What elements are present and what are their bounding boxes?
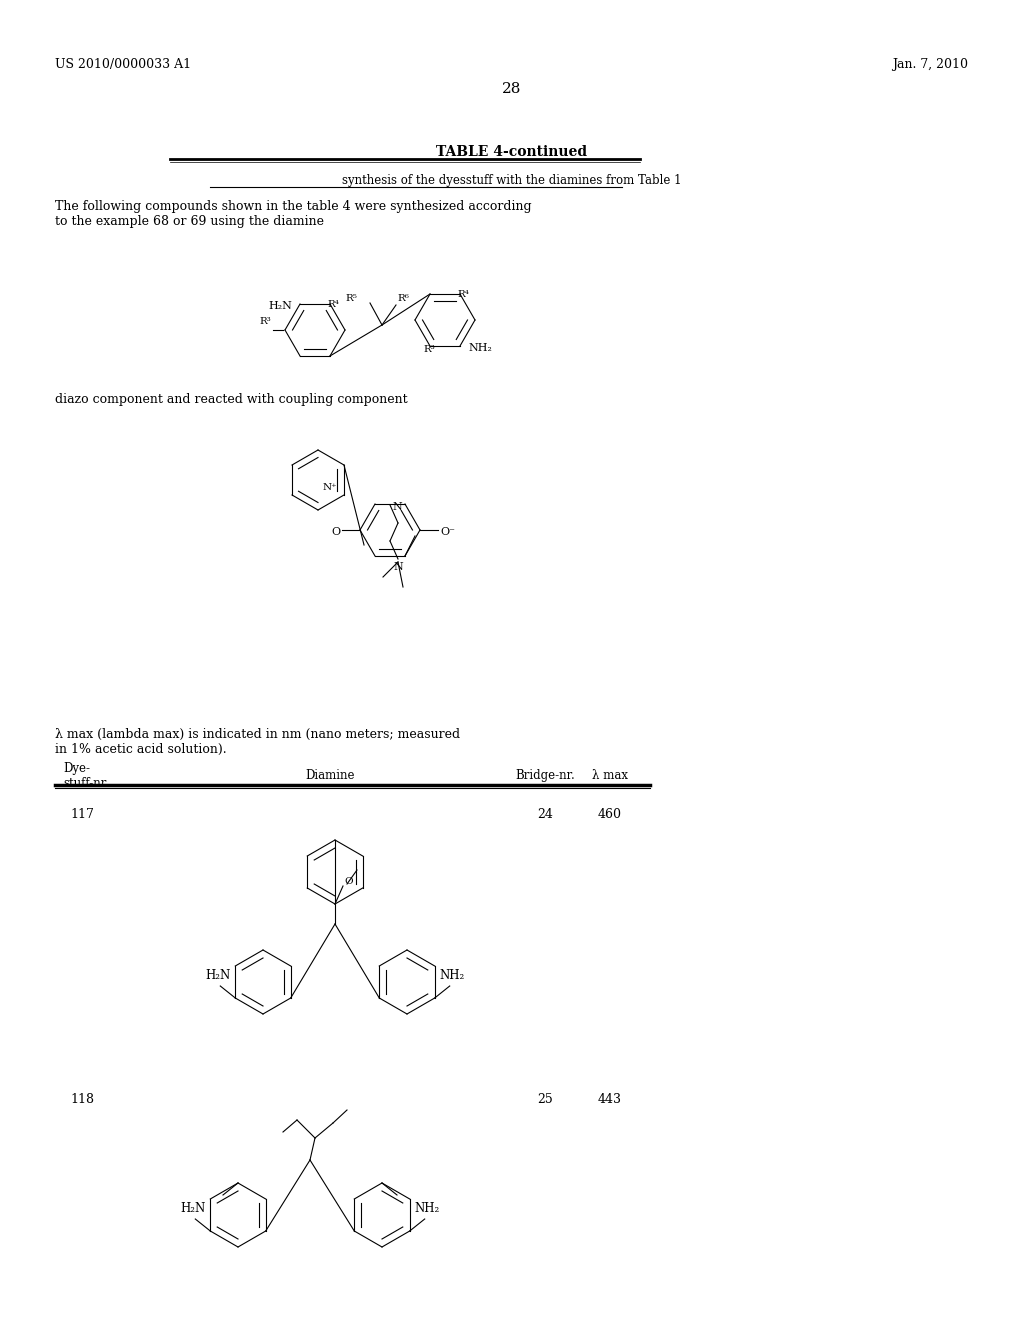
Text: R⁴: R⁴ — [457, 289, 469, 298]
Text: R³: R³ — [259, 317, 271, 326]
Text: λ max (lambda max) is indicated in nm (nano meters; measured
in 1% acetic acid s: λ max (lambda max) is indicated in nm (n… — [55, 729, 460, 756]
Text: O: O — [344, 876, 352, 886]
Text: O⁻: O⁻ — [440, 527, 455, 537]
Text: N⁺: N⁺ — [323, 483, 338, 492]
Text: 443: 443 — [598, 1093, 622, 1106]
Text: Jan. 7, 2010: Jan. 7, 2010 — [892, 58, 968, 71]
Text: The following compounds shown in the table 4 were synthesized according
to the e: The following compounds shown in the tab… — [55, 201, 531, 228]
Text: H₂N: H₂N — [180, 1203, 205, 1214]
Text: R³: R³ — [423, 345, 435, 354]
Text: 460: 460 — [598, 808, 622, 821]
Text: synthesis of the dyesstuff with the diamines from Table 1: synthesis of the dyesstuff with the diam… — [342, 174, 682, 187]
Text: 118: 118 — [70, 1093, 94, 1106]
Text: NH₂: NH₂ — [439, 969, 465, 982]
Text: λ max: λ max — [592, 770, 628, 781]
Text: 117: 117 — [70, 808, 94, 821]
Text: O: O — [331, 527, 340, 537]
Text: NH₂: NH₂ — [468, 343, 492, 352]
Text: R⁵: R⁵ — [345, 294, 357, 304]
Text: Dye-
stuff-nr.: Dye- stuff-nr. — [63, 762, 109, 789]
Text: US 2010/0000033 A1: US 2010/0000033 A1 — [55, 58, 191, 71]
Text: R⁴: R⁴ — [327, 300, 339, 309]
Text: H₂N: H₂N — [268, 301, 292, 312]
Text: N: N — [392, 502, 401, 512]
Text: R⁶: R⁶ — [397, 294, 409, 304]
Text: 25: 25 — [538, 1093, 553, 1106]
Text: 24: 24 — [537, 808, 553, 821]
Text: diazo component and reacted with coupling component: diazo component and reacted with couplin… — [55, 393, 408, 407]
Text: 28: 28 — [503, 82, 521, 96]
Text: NH₂: NH₂ — [415, 1203, 440, 1214]
Text: Bridge-nr.: Bridge-nr. — [515, 770, 574, 781]
Text: H₂N: H₂N — [205, 969, 230, 982]
Text: TABLE 4-continued: TABLE 4-continued — [436, 145, 588, 158]
Text: N: N — [393, 562, 402, 572]
Text: Diamine: Diamine — [305, 770, 354, 781]
